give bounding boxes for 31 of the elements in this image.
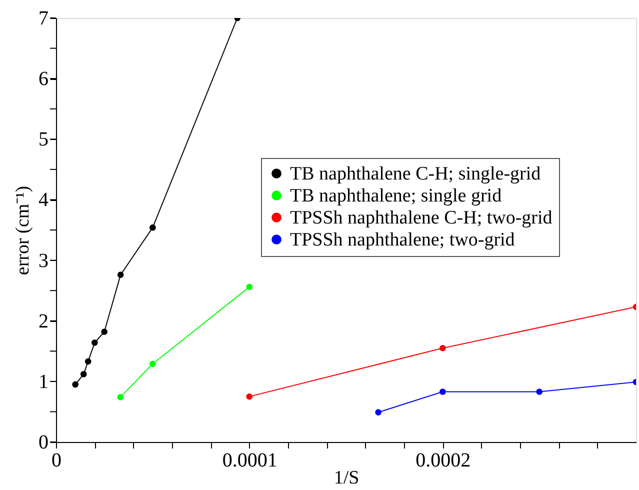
y-tick-label: 5 bbox=[38, 128, 48, 151]
point bbox=[375, 409, 382, 416]
point bbox=[80, 371, 87, 378]
y-tick-label: 1 bbox=[38, 370, 48, 393]
y-tick-label: 6 bbox=[38, 68, 48, 90]
point bbox=[92, 340, 98, 346]
x-axis-title: 1/S bbox=[334, 468, 360, 488]
point bbox=[117, 394, 124, 400]
y-tick-label: 0 bbox=[38, 432, 48, 454]
y-tick-label: 4 bbox=[38, 189, 48, 212]
legend-label: TPSSh naphthalene; two-grid bbox=[290, 230, 516, 250]
point bbox=[440, 388, 446, 395]
point bbox=[536, 388, 542, 395]
x-tick-label: 0.0001 bbox=[222, 450, 278, 472]
point bbox=[117, 272, 124, 278]
y-tick-label: 3 bbox=[38, 250, 48, 272]
point bbox=[150, 360, 156, 368]
y-axis-title: error (cm⁻¹) bbox=[12, 186, 34, 276]
legend-label: TPSSh naphthalene C-H; two-grid bbox=[290, 208, 553, 228]
point bbox=[72, 381, 78, 388]
point bbox=[246, 393, 252, 400]
y-tick-label: 7 bbox=[38, 8, 48, 30]
x-tick-label: 0.0002 bbox=[416, 450, 471, 472]
point bbox=[84, 358, 92, 365]
point bbox=[101, 328, 108, 335]
legend-label: TB naphthalene; single grid bbox=[290, 186, 502, 206]
point bbox=[440, 344, 446, 352]
point bbox=[150, 224, 156, 231]
point bbox=[246, 284, 252, 290]
y-tick-label: 2 bbox=[38, 310, 48, 332]
legend-label: TB naphthalene C-H; single-grid bbox=[290, 164, 542, 184]
